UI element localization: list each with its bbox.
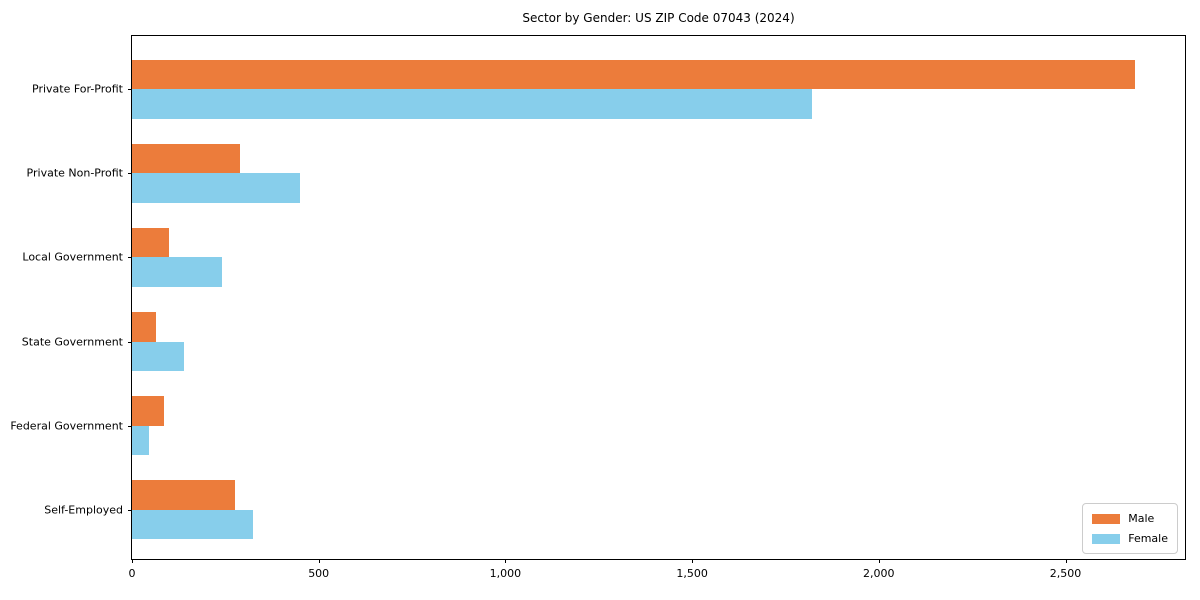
- x-axis-label: 1,000: [489, 567, 522, 580]
- bar-male-2: [132, 143, 241, 174]
- x-axis-label: 2,000: [863, 567, 895, 580]
- y-tick-mark: [128, 425, 132, 427]
- x-tick-mark: [878, 559, 880, 563]
- x-axis-label: 2,500: [1049, 567, 1082, 580]
- legend-entry-female: Female: [1092, 530, 1168, 547]
- plot-area: Male Female Private For-Profit Private No…: [10, 35, 1186, 580]
- legend-swatch-male-icon: [1092, 513, 1121, 524]
- y-tick-mark: [128, 89, 132, 91]
- bar-female-5: [132, 425, 149, 456]
- bar-male-6: [132, 480, 235, 510]
- y-tick-mark: [128, 257, 132, 259]
- x-axis-label: 500: [308, 567, 330, 580]
- bar-male-3: [132, 227, 170, 258]
- bar-male-5: [132, 396, 164, 426]
- x-axis-label: 1,500: [676, 567, 708, 580]
- chart-title: Sector by Gender: US ZIP Code 07043 (202…: [522, 11, 795, 25]
- x-tick-mark: [692, 559, 694, 563]
- y-tick-mark: [128, 509, 132, 511]
- y-axis-label: Local Government: [22, 250, 123, 264]
- x-tick-mark: [132, 559, 133, 563]
- legend-entry-male: Male: [1092, 510, 1168, 527]
- y-axis-label: State Government: [21, 335, 123, 349]
- x-tick-mark: [1065, 559, 1067, 563]
- legend-label-female: Female: [1128, 532, 1168, 545]
- x-axis-label: 0: [128, 567, 136, 580]
- y-axis-label: Self-Employed: [44, 503, 123, 517]
- bar-female-3: [132, 257, 222, 287]
- legend-swatch-female-icon: [1092, 533, 1121, 544]
- x-tick-mark: [318, 559, 320, 563]
- legend: Male Female: [1082, 503, 1178, 554]
- bar-female-1: [132, 89, 812, 119]
- bar-female-4: [132, 341, 185, 372]
- y-tick-mark: [128, 173, 132, 175]
- bar-female-6: [132, 509, 254, 540]
- bar-male-4: [132, 312, 157, 342]
- y-axis-label: Private For-Profit: [32, 82, 123, 96]
- y-axis-label: Federal Government: [10, 419, 123, 433]
- legend-label-male: Male: [1128, 512, 1155, 525]
- bar-female-2: [132, 173, 301, 203]
- x-tick-mark: [505, 559, 507, 563]
- y-tick-mark: [128, 341, 132, 343]
- y-axis-label: Private Non-Profit: [26, 166, 123, 180]
- bar-male-1: [132, 59, 1135, 90]
